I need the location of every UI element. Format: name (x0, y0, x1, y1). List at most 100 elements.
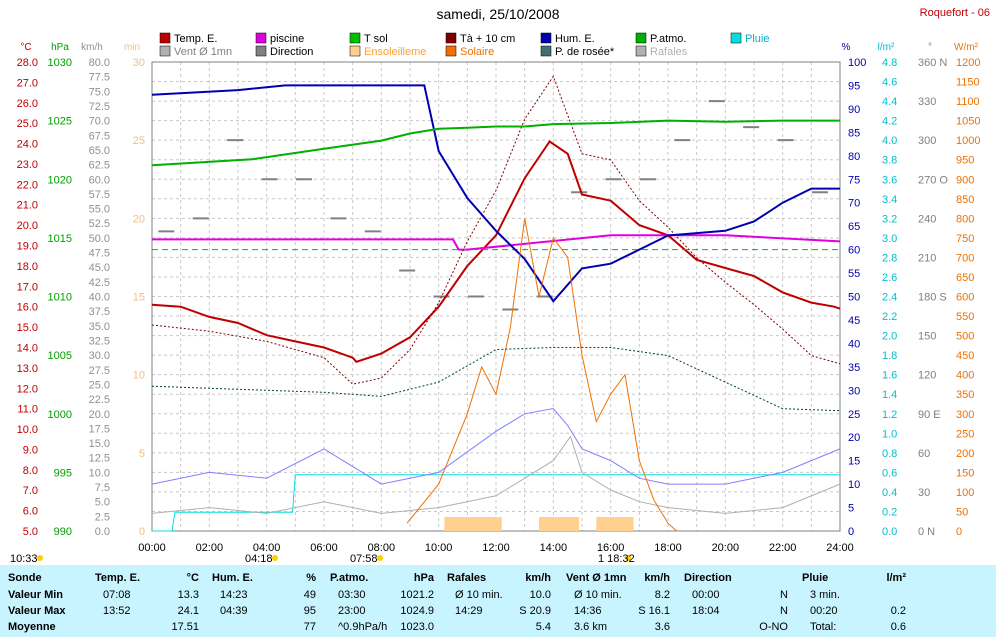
sun-event-label: 1 18:32 (598, 553, 635, 565)
axis-unit: hPa (51, 42, 69, 53)
dir-tick: 300 (918, 135, 936, 147)
rain-tick: 2.6 (882, 272, 897, 284)
wind-tick: 12.5 (89, 453, 110, 465)
solar-tick: 850 (956, 194, 974, 206)
cell-time: 3 min. (810, 589, 840, 601)
col-header: Direction (684, 572, 732, 584)
dir-tick: 90 E (918, 409, 941, 421)
cell-value: N (780, 605, 788, 617)
col-unit: km/h (644, 572, 670, 584)
rain-tick: 1.0 (882, 428, 897, 440)
press-tick: 990 (54, 526, 72, 538)
legend-label: Tà + 10 cm (460, 33, 515, 45)
temp-tick: 23.0 (17, 159, 38, 171)
solar-tick: 450 (956, 350, 974, 362)
legend-swatch (635, 45, 647, 57)
minutes-tick: 0 (139, 526, 145, 538)
hum-tick: 75 (848, 174, 860, 186)
solar-tick: 550 (956, 311, 974, 323)
rain-tick: 4.0 (882, 135, 897, 147)
cell-value: 0.2 (890, 605, 906, 617)
sun-event-label: 07:58 (350, 553, 378, 565)
col-header: Rafales (447, 572, 487, 584)
x-tick-label: 00:00 (138, 542, 166, 554)
wind-tick: 45.0 (89, 262, 110, 274)
temp-tick: 21.0 (17, 200, 38, 212)
dir-tick: 240 (918, 213, 936, 225)
axis-unit: °C (20, 42, 31, 53)
x-tick-label: 10:00 (425, 542, 453, 554)
dir-tick: 360 N (918, 57, 947, 69)
col-unit: l/m² (886, 572, 906, 584)
solar-tick: 800 (956, 213, 974, 225)
wind-tick: 35.0 (89, 321, 110, 333)
sun-event-label: 04:18 (245, 553, 273, 565)
x-tick-label: 20:00 (712, 542, 740, 554)
press-tick: 1015 (48, 233, 72, 245)
cell-value: N (780, 589, 788, 601)
rain-tick: 4.6 (882, 77, 897, 89)
solar-tick: 950 (956, 155, 974, 167)
rain-tick: 3.0 (882, 233, 897, 245)
hum-tick: 45 (848, 315, 860, 327)
rain-tick: 0.8 (882, 448, 897, 460)
x-tick-label: 04:00 (253, 542, 281, 554)
temp-tick: 24.0 (17, 139, 38, 151)
series-line (151, 140, 841, 363)
hum-tick: 20 (848, 432, 860, 444)
minutes-tick: 20 (133, 213, 145, 225)
solar-tick: 1000 (956, 135, 980, 147)
wind-tick: 57.5 (89, 189, 110, 201)
col-unit: % (306, 572, 316, 584)
minutes-tick: 15 (133, 292, 145, 304)
legend-swatch (445, 32, 457, 44)
cell-value: S 16.1 (638, 605, 670, 617)
col-header: Sonde (8, 572, 42, 584)
cell-time: 14:23 (220, 589, 248, 601)
series-line (151, 435, 841, 514)
cell-time: Ø 10 min. (455, 589, 503, 601)
col-unit: km/h (525, 572, 551, 584)
solar-tick: 500 (956, 331, 974, 343)
axis-unit: min (124, 42, 140, 53)
cell-value: 24.1 (177, 605, 199, 617)
rain-tick: 0.2 (882, 506, 897, 518)
solar-tick: 1050 (956, 116, 980, 128)
legend-swatch (255, 45, 267, 57)
cell-value: S 20.9 (519, 605, 551, 617)
legend-swatch (445, 45, 457, 57)
x-tick-label: 08:00 (368, 542, 396, 554)
cell-value: 13.3 (177, 589, 199, 601)
legend-label: T sol (364, 33, 388, 45)
solar-tick: 1100 (956, 96, 980, 108)
legend-swatch (349, 32, 361, 44)
col-sonde: Sonde Valeur Min Valeur Max Moyenne (8, 565, 88, 637)
temp-tick: 27.0 (17, 77, 38, 89)
temp-tick: 17.0 (17, 281, 38, 293)
station-name: Roquefort - 06 (920, 7, 990, 19)
cell-time: 18:04 (692, 605, 720, 617)
sunshine-bar (596, 517, 634, 531)
cell-time: 04:39 (220, 605, 248, 617)
x-tick-label: 18:00 (654, 542, 682, 554)
rain-tick: 4.2 (882, 116, 897, 128)
rain-tick: 3.2 (882, 213, 897, 225)
sun-icon (272, 555, 278, 561)
solar-tick: 50 (956, 506, 968, 518)
row-label: Moyenne (8, 621, 56, 633)
legend-label: Pluie (745, 33, 769, 45)
temp-tick: 19.0 (17, 241, 38, 253)
rain-tick: 3.4 (882, 194, 897, 206)
col-direction: Direction 00:00 N 18:04 N O-NO (684, 565, 796, 637)
temp-tick: 26.0 (17, 98, 38, 110)
legend-swatch (349, 45, 361, 57)
hum-tick: 25 (848, 409, 860, 421)
dir-tick: 210 (918, 252, 936, 264)
hum-tick: 5 (848, 503, 854, 515)
sun-icon (625, 555, 631, 561)
col-header: Temp. E. (95, 572, 141, 584)
legend-label: Vent Ø 1mn (174, 46, 232, 58)
press-tick: 1020 (48, 174, 72, 186)
wind-tick: 0.0 (95, 526, 110, 538)
col-unit: hPa (413, 572, 434, 584)
